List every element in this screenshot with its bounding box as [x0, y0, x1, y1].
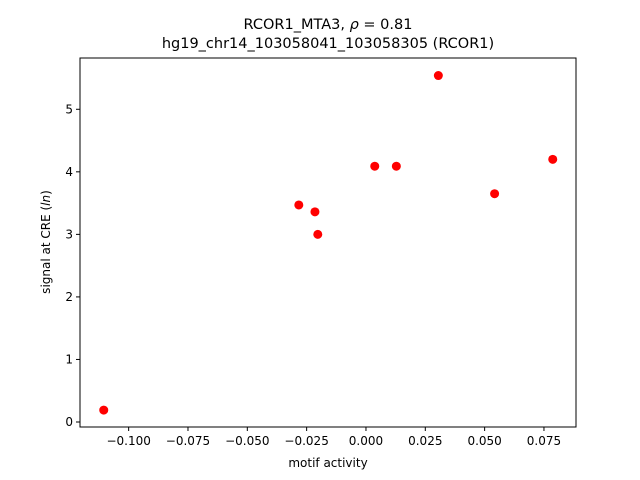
x-tick-label: 0.050 — [467, 434, 501, 448]
x-tick-label: −0.100 — [106, 434, 150, 448]
x-axis: −0.100 −0.075 −0.050 −0.025 0.000 0.025 0.050 0… — [106, 427, 561, 448]
x-tick-label: 0.075 — [527, 434, 561, 448]
y-axis-label: signal at CRE (ln) — [39, 190, 53, 294]
y-axis: 0 1 2 3 4 5 — [65, 102, 80, 429]
data-point — [490, 189, 500, 199]
x-tick-label: −0.075 — [166, 434, 210, 448]
x-axis-label: motif activity — [288, 456, 367, 470]
y-tick-label: 1 — [65, 352, 73, 366]
x-tick-label: 0.000 — [349, 434, 383, 448]
data-point — [548, 154, 558, 164]
y-tick-label: 0 — [65, 415, 73, 429]
data-point — [391, 161, 401, 171]
data-point — [99, 405, 109, 415]
chart-title-line1: RCOR1_MTA3, ρ = 0.81 — [244, 17, 413, 33]
y-tick-label: 4 — [65, 165, 73, 179]
data-point — [294, 200, 304, 210]
data-point — [433, 71, 443, 81]
y-tick-label: 3 — [65, 227, 73, 241]
chart-title-line2: hg19_chr14_103058041_103058305 (RCOR1) — [162, 36, 494, 52]
x-tick-label: −0.025 — [284, 434, 328, 448]
data-point — [313, 229, 323, 239]
data-points — [99, 71, 558, 415]
data-point — [310, 207, 320, 217]
y-tick-label: 5 — [65, 102, 73, 116]
x-tick-label: −0.050 — [225, 434, 269, 448]
x-tick-label: 0.025 — [408, 434, 442, 448]
plot-area — [79, 57, 577, 428]
y-tick-label: 2 — [65, 290, 73, 304]
data-point — [370, 161, 380, 171]
